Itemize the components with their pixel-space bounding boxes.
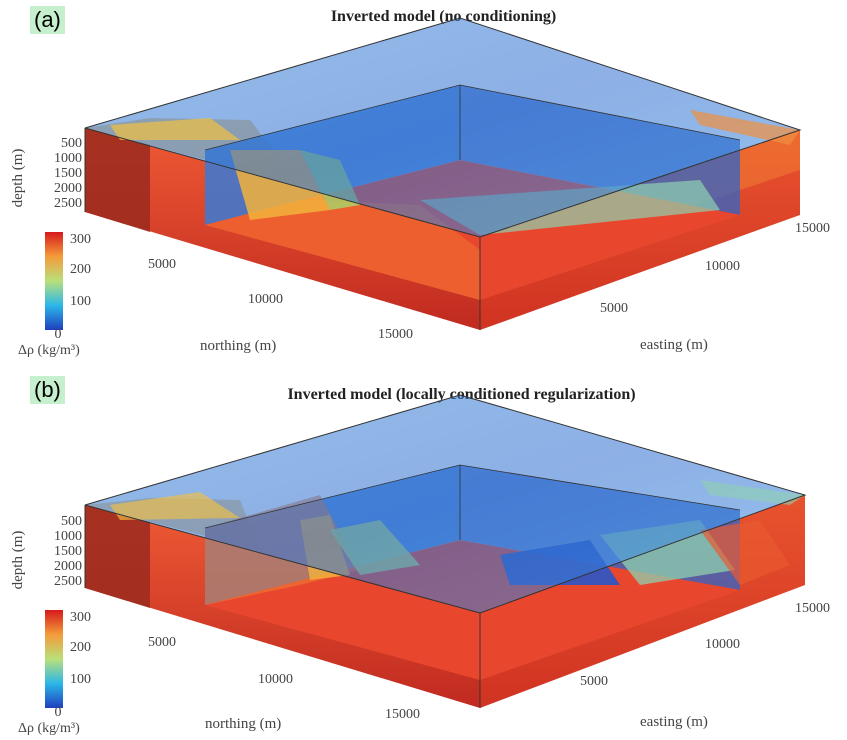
depth-tick: 1000 [54,151,82,166]
colorbar-tick: 300 [70,610,91,625]
northing-tick: 10000 [248,292,283,307]
easting-tick: 15000 [795,221,830,236]
depth-tick: 2500 [54,574,82,589]
depth-tick: 1500 [54,544,82,559]
depth-axis-label: depth (m) [10,531,26,590]
colorbar-tick: 100 [70,294,91,309]
colorbar [45,232,63,330]
colorbar-label: Δρ (kg/m³) [18,721,80,736]
panel-tag: (b) [30,376,65,404]
depth-tick: 2000 [54,559,82,574]
northing-axis-label: northing (m) [200,338,276,354]
easting-tick: 10000 [705,637,740,652]
depth-tick: 2500 [54,196,82,211]
top-face [85,395,805,613]
northing-tick: 10000 [258,672,293,687]
colorbar-tick: 0 [55,327,62,342]
depth-tick: 2000 [54,181,82,196]
model-3d-view: depth (m) 500 1000 1500 2000 2500 5000 1… [10,17,830,358]
easting-tick: 5000 [600,301,628,316]
colorbar-tick: 100 [70,672,91,687]
colorbar [45,610,63,708]
colorbar-label: Δρ (kg/m³) [18,343,80,358]
easting-axis-label: easting (m) [640,337,708,353]
easting-tick: 10000 [705,259,740,274]
northing-tick: 5000 [148,635,176,650]
easting-tick: 15000 [795,601,830,616]
easting-tick: 5000 [580,674,608,689]
panel-a: (a) Inverted model (no conditioning) [10,6,830,358]
colorbar-tick: 200 [70,640,91,655]
model-3d-view: depth (m) 500 1000 1500 2000 2500 5000 1… [10,394,830,736]
colorbar-tick: 300 [70,232,91,247]
northing-tick: 5000 [148,257,176,272]
panel-title: Inverted model (no conditioning) [330,8,557,25]
northing-tick: 15000 [385,707,420,722]
panel-b: (b) Inverted model (locally conditioned … [0,370,847,740]
depth-tick: 500 [61,514,82,529]
depth-tick: 500 [61,136,82,151]
depth-tick: 1000 [54,529,82,544]
colorbar-tick: 200 [70,262,91,277]
northing-axis-label: northing (m) [205,716,281,732]
easting-axis-label: easting (m) [640,714,708,730]
colorbar-tick: 0 [55,705,62,720]
northing-tick: 15000 [378,327,413,342]
panel-tag: (a) [30,6,65,34]
depth-tick: 1500 [54,166,82,181]
top-face [85,18,800,237]
depth-axis-label: depth (m) [10,149,26,208]
panel-title: Inverted model (locally conditioned regu… [287,386,636,403]
